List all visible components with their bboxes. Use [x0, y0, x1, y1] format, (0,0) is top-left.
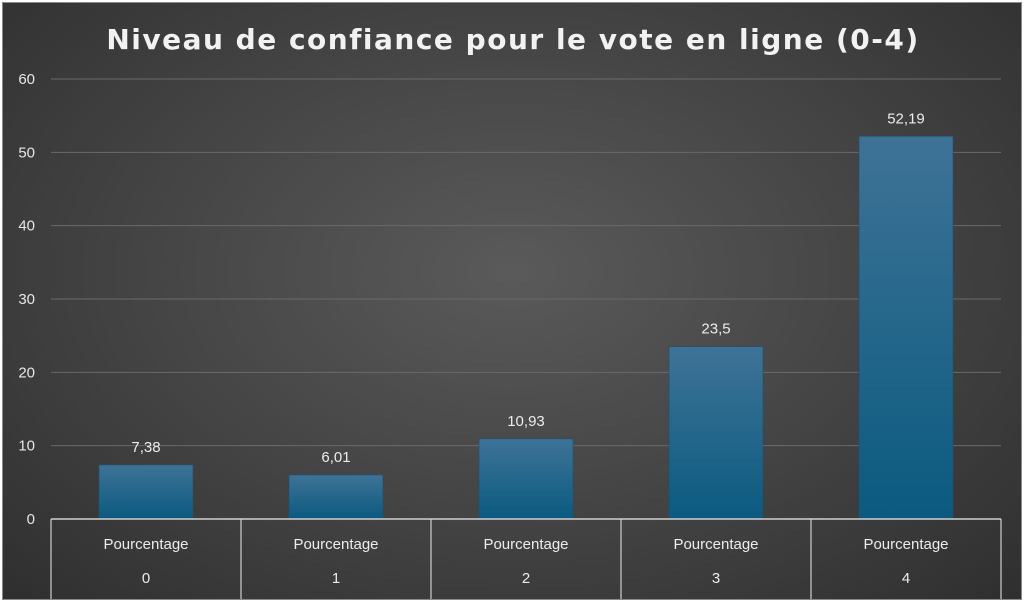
data-label: 7,38: [131, 439, 160, 456]
bar-4: [858, 135, 954, 520]
y-tick-label: 0: [27, 511, 35, 528]
chart-title: Niveau de confiance pour le vote en lign…: [106, 23, 919, 56]
bar-3: [668, 346, 764, 520]
bar-0: [98, 464, 194, 520]
x-axis: Pourcentage 0 Pourcentage 1 Pourcentage 2 Pour…: [50, 518, 1002, 599]
gridlines: 0 10 20 30 40 50 60: [18, 71, 1001, 528]
category-label: 3: [712, 570, 720, 587]
category-label: 1: [332, 570, 340, 587]
category-label: 2: [522, 570, 530, 587]
category-label: 0: [142, 570, 150, 587]
category-label: 4: [902, 570, 910, 587]
category-group-label: Pourcentage: [483, 536, 568, 553]
data-label: 10,93: [507, 413, 545, 430]
y-tick-label: 30: [18, 291, 35, 308]
category-group-label: Pourcentage: [863, 536, 948, 553]
bar-chart: Niveau de confiance pour le vote en lign…: [18, 23, 1002, 599]
category-group-label: Pourcentage: [673, 536, 758, 553]
bar-1: [288, 474, 384, 520]
bar-2: [478, 438, 574, 520]
data-label: 23,5: [701, 321, 730, 338]
y-tick-label: 50: [18, 144, 35, 161]
data-label: 52,19: [887, 110, 925, 127]
category-group-label: Pourcentage: [293, 536, 378, 553]
y-tick-label: 20: [18, 364, 35, 381]
y-tick-label: 40: [18, 218, 35, 235]
data-label: 6,01: [321, 449, 350, 466]
bars: 7,38 6,01 10,93 23,5 52,19: [98, 110, 954, 520]
y-tick-label: 10: [18, 438, 35, 455]
y-tick-label: 60: [18, 71, 35, 88]
category-group-label: Pourcentage: [103, 536, 188, 553]
